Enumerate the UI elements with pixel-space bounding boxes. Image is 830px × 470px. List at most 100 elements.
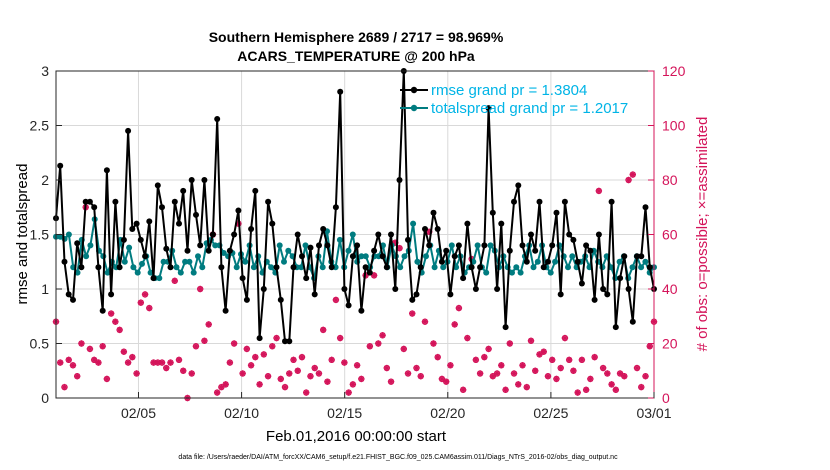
totalspread-point (345, 247, 352, 254)
rmse-point (405, 236, 411, 243)
rmse-point (646, 264, 653, 271)
obs-assimilated-marker (188, 370, 195, 377)
y-axis-right: 0 20 40 60 80 100 120 (648, 63, 686, 406)
rmse-point (328, 264, 335, 271)
totalspread-point (190, 269, 197, 276)
rmse-point (197, 242, 204, 249)
obs-assimilated-marker (646, 343, 653, 350)
legend-rmse-swatch (400, 86, 428, 94)
obs-assimilated-marker (421, 318, 429, 325)
chart-title: Southern Hemisphere 2689 / 2717 = 98.969… (209, 29, 504, 45)
obs-assimilated-marker (74, 373, 81, 380)
obs-assimilated-marker (213, 389, 221, 396)
obs-assimilated-marker (413, 364, 420, 372)
obs-assimilated-marker (69, 362, 77, 369)
obs-assimilated-marker (180, 367, 187, 374)
obs-assimilated-marker (438, 375, 446, 383)
rmse-point (99, 307, 106, 314)
rmse-point (324, 242, 331, 249)
rmse-point (78, 264, 85, 271)
obs-assimilated-marker (561, 334, 569, 342)
obs-assimilated-marker (303, 389, 310, 396)
rmse-point (595, 231, 602, 238)
obs-assimilated-marker (565, 356, 573, 364)
x-tick-label: 02/25 (533, 405, 568, 421)
totalspread-point (242, 258, 249, 265)
obs-assimilated-marker (319, 326, 327, 334)
rmse-point (383, 264, 390, 271)
totalspread-point (319, 264, 326, 271)
rmse-point (311, 291, 318, 298)
rmse-point (587, 247, 594, 254)
legend: rmse grand pr = 1.3804 totalspread grand… (400, 82, 628, 117)
totalspread-point (517, 269, 524, 276)
obs-assimilated-marker (112, 318, 119, 325)
totalspread-point (336, 236, 343, 243)
obs-assimilated-marker (442, 378, 450, 385)
rmse-point (316, 242, 322, 249)
obs-assimilated-marker (498, 362, 505, 369)
rmse-point (133, 220, 140, 227)
totalspread-point (487, 242, 494, 249)
obs-assimilated-marker (78, 340, 85, 347)
series-lines (53, 68, 657, 345)
rmse-point (583, 242, 590, 249)
rmse-point (468, 264, 475, 271)
obs-assimilated-marker (95, 359, 102, 366)
obs-assimilated-marker (256, 381, 263, 388)
x-tick-label: 03/01 (636, 405, 671, 421)
rmse-point (396, 177, 403, 183)
obs-assimilated-marker (61, 383, 68, 391)
totalspread-point (401, 253, 408, 260)
rmse-point (451, 253, 458, 260)
obs-assimilated-marker (366, 343, 374, 350)
rmse-point (260, 286, 267, 292)
rmse-point (349, 253, 356, 260)
obs-assimilated-marker (633, 364, 641, 372)
obs-assimilated-marker (642, 373, 649, 380)
obs-assimilated-marker (99, 343, 106, 350)
rmse-point (430, 209, 437, 216)
obs-assimilated-marker (218, 383, 225, 391)
totalspread-point (281, 258, 287, 265)
rmse-point (95, 264, 102, 271)
rmse-point (557, 291, 564, 298)
rmse-point (341, 286, 348, 292)
obs-assimilated-marker (544, 373, 552, 380)
legend-rmse-label: rmse grand pr = 1.3804 (431, 82, 587, 99)
rmse-point (112, 198, 119, 205)
obs-assimilated-marker (506, 340, 514, 347)
rmse-point (226, 247, 233, 254)
rmse-point (561, 198, 568, 205)
rmse-point (621, 253, 628, 260)
obs-assimilated-marker (409, 310, 416, 317)
rmse-point (625, 286, 632, 292)
totalspread-point (569, 253, 576, 260)
obs-assimilated-marker (430, 340, 437, 347)
rmse-point (193, 211, 199, 218)
obs-assimilated-marker (523, 383, 530, 391)
obs-assimilated-marker (281, 383, 289, 391)
rmse-point (142, 253, 149, 260)
obs-assimilated-marker (599, 364, 607, 372)
totalspread-point (186, 258, 193, 265)
totalspread-point (87, 242, 94, 249)
totalspread-point (83, 253, 90, 260)
obs-assimilated-marker (286, 370, 293, 377)
obs-assimilated-marker (510, 370, 518, 377)
totalspread-point (448, 242, 455, 249)
obs-assimilated-marker (90, 356, 98, 364)
obs-assimilated-marker (264, 373, 272, 380)
rmse-point (498, 220, 505, 227)
obs-assimilated-marker (536, 351, 543, 358)
totalspread-point (199, 264, 206, 271)
rmse-point (57, 162, 64, 169)
obs-assimilated-marker (120, 348, 128, 355)
y2-tick-label: 120 (662, 63, 686, 79)
y-tick-label: 0 (41, 390, 49, 406)
obs-assimilated-marker (515, 381, 522, 388)
rmse-point (354, 242, 361, 249)
rmse-point (70, 296, 76, 303)
rmse-point (528, 231, 534, 238)
obs-assimilated-marker (205, 321, 212, 328)
